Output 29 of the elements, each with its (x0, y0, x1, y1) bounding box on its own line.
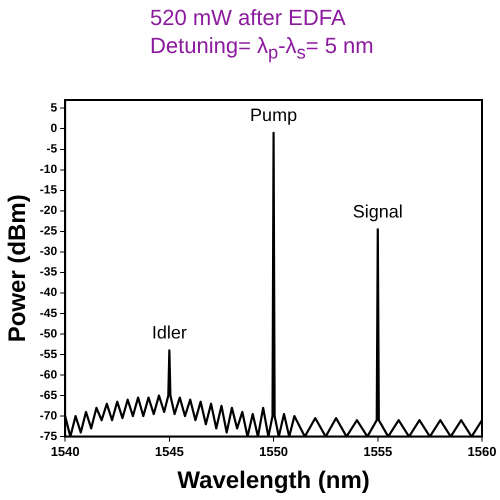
x-tick-label: 1540 (50, 444, 80, 459)
y-tick-label: -10 (40, 162, 58, 176)
y-tick-label: -65 (40, 388, 58, 402)
x-tick-label: 1550 (259, 444, 288, 459)
y-tick-label: -75 (40, 428, 58, 443)
y-tick-label: -20 (40, 203, 58, 218)
chart-subtitle: Detuning= λ$_{p}$-λ$_{s}$= 5 nm (150, 32, 375, 64)
y-tick-label: 5 (50, 100, 58, 115)
y-tick-label: -70 (40, 408, 58, 422)
y-tick-label: -30 (40, 244, 58, 258)
annotation: Idler (152, 322, 187, 342)
y-tick-label: -50 (40, 326, 58, 340)
y-tick-label: -25 (40, 224, 58, 238)
y-tick-label: -40 (40, 285, 58, 300)
y-tick-label: -60 (40, 367, 58, 382)
chart-title: 520 mW after EDFA (150, 4, 347, 32)
annotation: Signal (352, 201, 403, 222)
x-tick-label: 1545 (154, 444, 184, 459)
y-tick-label: -15 (40, 182, 58, 197)
y-tick-label: 0 (50, 121, 58, 136)
y-tick-label: -45 (40, 306, 58, 320)
x-tick-label: 1560 (468, 444, 496, 459)
x-axis-title: Wavelength (nm) (177, 467, 370, 494)
y-tick-label: -35 (40, 264, 58, 279)
y-tick-label: -5 (46, 142, 58, 156)
annotation: Pump (250, 104, 298, 125)
y-axis-title: Power (dBm) (4, 194, 32, 342)
x-tick-label: 1555 (363, 444, 392, 459)
y-tick-label: -55 (40, 346, 58, 361)
